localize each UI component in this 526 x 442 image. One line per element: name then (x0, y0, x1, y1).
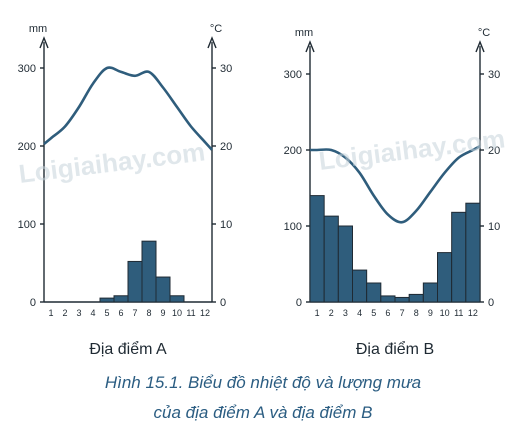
month-tick-label: 5 (371, 308, 376, 318)
temperature-tick-label: 30 (220, 63, 232, 75)
temperature-tick-label: 30 (488, 69, 500, 81)
temperature-tick-label: 20 (220, 141, 232, 153)
precipitation-tick-label: 0 (296, 297, 302, 309)
precipitation-unit-label: mm (295, 27, 313, 39)
month-tick-label: 8 (414, 308, 419, 318)
month-tick-label: 9 (428, 308, 433, 318)
precipitation-bar (323, 215, 339, 303)
temperature-tick-label: 0 (220, 297, 226, 309)
month-tick-label: 3 (76, 308, 81, 318)
month-tick-label: 11 (186, 308, 195, 318)
precipitation-bar (141, 240, 157, 303)
temperature-line (43, 66, 213, 151)
month-tick-label: 10 (440, 308, 450, 318)
month-tick-label: 3 (343, 308, 348, 318)
caption-line-1: Hình 15.1. Biểu đồ nhiệt độ và lượng mưa (105, 373, 421, 392)
caption-line-2: của địa điểm A và địa điểm B (154, 403, 373, 422)
month-tick-label: 12 (468, 308, 478, 318)
month-tick-label: 6 (118, 308, 123, 318)
precipitation-axis-arrow (305, 40, 315, 53)
precipitation-tick-label: 200 (18, 141, 36, 153)
precipitation-bar (437, 252, 453, 303)
precipitation-tick-label: 300 (18, 63, 36, 75)
month-tick-label: 8 (146, 308, 151, 318)
precipitation-tick-label: 100 (284, 221, 302, 233)
month-tick-label: 11 (454, 308, 463, 318)
month-tick-label: 7 (132, 308, 137, 318)
precipitation-bar (337, 225, 354, 303)
watermark-text: Loigiaihay.com (317, 123, 507, 176)
temperature-tick-label: 0 (488, 297, 494, 309)
month-tick-label: 2 (329, 308, 334, 318)
precipitation-bar (309, 195, 325, 303)
month-tick-label: 7 (400, 308, 405, 318)
month-tick-label: 4 (90, 308, 95, 318)
temperature-unit-label: °C (478, 27, 490, 39)
temperature-tick-label: 10 (488, 221, 500, 233)
precipitation-bar (408, 293, 424, 303)
chart-title: Địa điểm B (356, 340, 434, 358)
month-tick-label: 4 (357, 308, 362, 318)
month-tick-label: 5 (104, 308, 109, 318)
precipitation-unit-label: mm (29, 23, 47, 35)
temperature-axis-arrow (207, 36, 217, 49)
precipitation-bar (451, 211, 467, 303)
precipitation-bar (113, 295, 129, 303)
precipitation-bar (465, 202, 481, 303)
temperature-unit-label: °C (210, 23, 222, 35)
precipitation-bar (99, 297, 115, 303)
precipitation-bar (169, 295, 185, 303)
temperature-tick-label: 20 (488, 145, 500, 157)
precipitation-axis-arrow (39, 36, 49, 49)
precipitation-bar (380, 295, 396, 303)
month-tick-label: 2 (62, 308, 67, 318)
month-tick-label: 10 (172, 308, 182, 318)
precipitation-tick-label: 300 (284, 69, 302, 81)
precipitation-bar (394, 296, 410, 303)
precipitation-bar (352, 269, 368, 303)
month-tick-label: 9 (160, 308, 165, 318)
temperature-axis-arrow (475, 40, 485, 53)
month-tick-label: 1 (48, 308, 53, 318)
precipitation-tick-label: 100 (18, 219, 36, 231)
temperature-tick-label: 10 (220, 219, 232, 231)
month-tick-label: 1 (315, 308, 320, 318)
month-tick-label: 6 (385, 308, 390, 318)
month-tick-label: 12 (200, 308, 210, 318)
precipitation-bar (127, 260, 143, 303)
precipitation-tick-label: 0 (30, 297, 36, 309)
precipitation-tick-label: 200 (284, 145, 302, 157)
chart-title: Địa điểm A (89, 340, 167, 358)
precipitation-bar (155, 276, 171, 303)
precipitation-bar (366, 282, 382, 303)
precipitation-bar (422, 282, 439, 303)
temperature-line (309, 145, 481, 224)
